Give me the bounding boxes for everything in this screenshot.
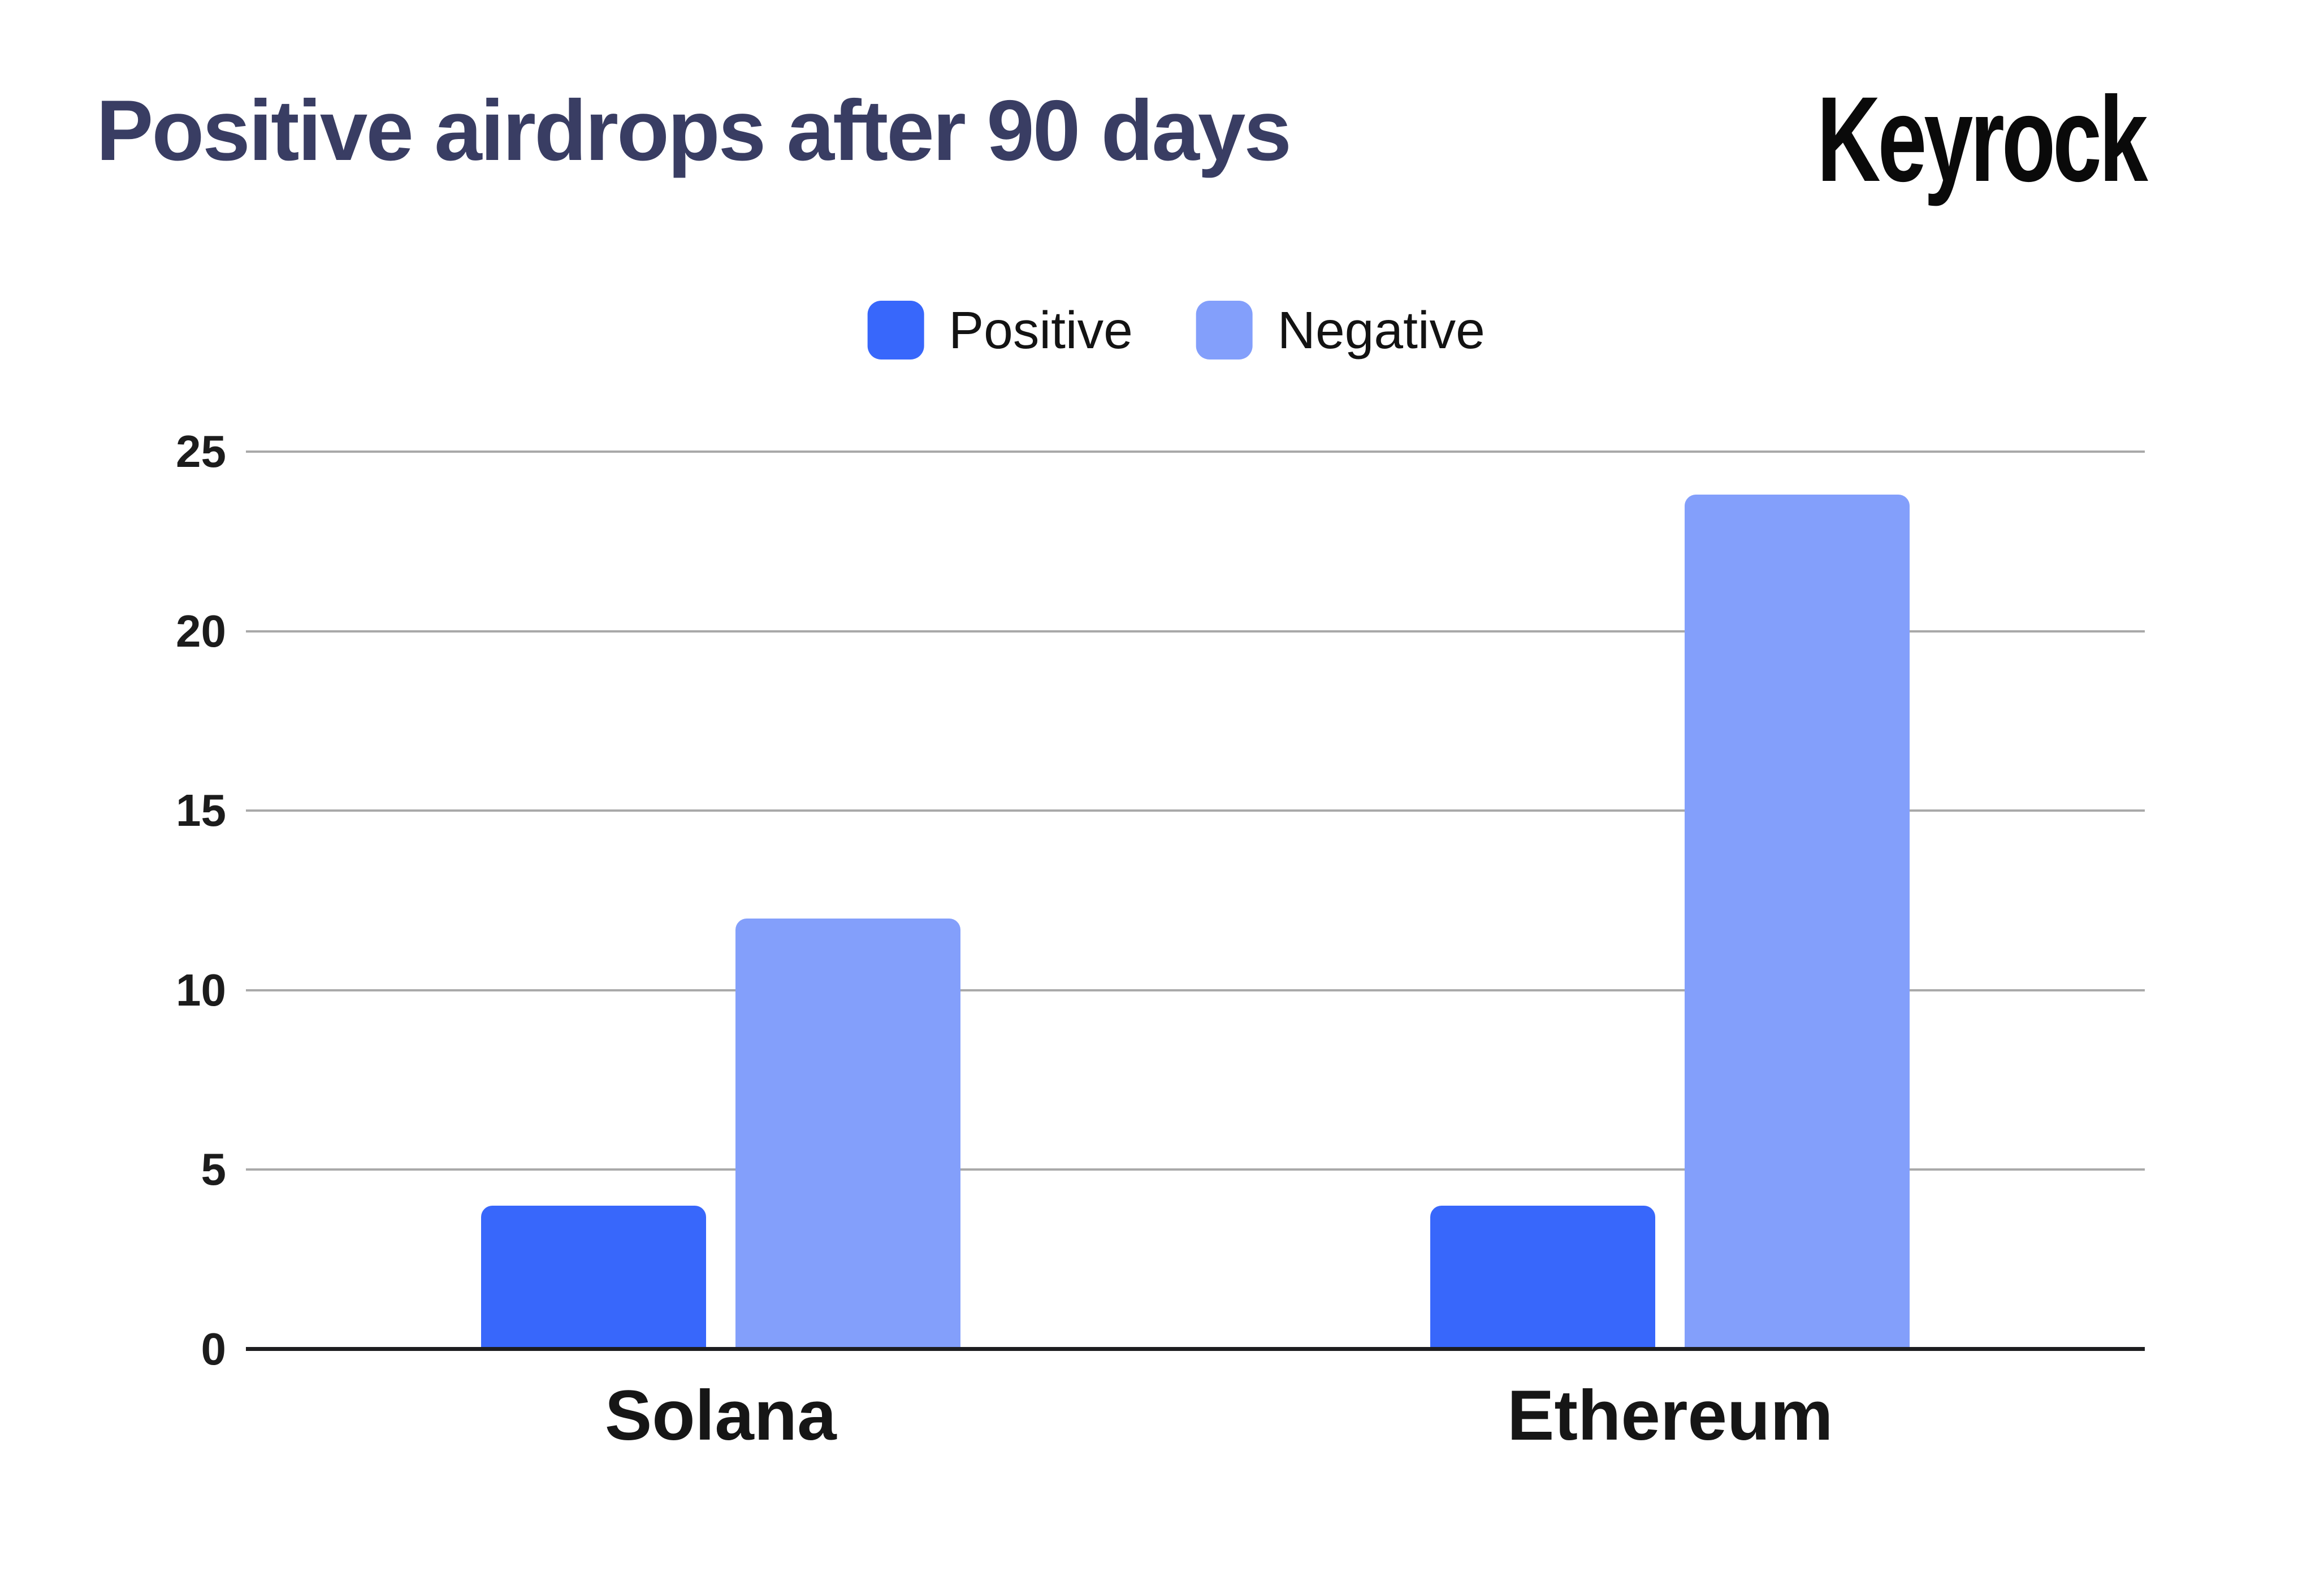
gridline-25 [246,451,2145,453]
y-tick-label-15: 15 [176,785,226,836]
x-label-ethereum: Ethereum [1507,1376,1833,1455]
plot-area: Solana Ethereum [246,451,2145,1451]
keyrock-logo: Keyrock [1817,72,2148,207]
gridline-5 [246,1168,2145,1171]
legend: Positive Negative [867,301,1485,359]
legend-label-negative: Negative [1277,300,1485,359]
x-label-solana: Solana [604,1376,837,1455]
chart-title: Positive airdrops after 90 days [96,83,1292,179]
y-tick-label-10: 10 [176,964,226,1015]
legend-swatch-negative [1196,301,1253,359]
y-tick-label-0: 0 [201,1324,227,1374]
legend-item-positive: Positive [867,301,1133,359]
gridline-15 [246,809,2145,812]
x-axis-line [246,1347,2145,1351]
gridline-20 [246,630,2145,633]
gridline-10 [246,989,2145,991]
y-tick-label-20: 20 [176,605,226,656]
legend-label-positive: Positive [949,300,1133,359]
legend-item-negative: Negative [1196,301,1485,359]
bar-ethereum-positive [1430,1205,1656,1349]
y-axis-ticks: 0 5 10 15 20 25 [57,429,227,1372]
y-tick-label-25: 25 [176,426,226,477]
bar-solana-negative [735,918,960,1349]
bar-ethereum-negative [1685,495,1910,1349]
bar-solana-positive [481,1205,706,1349]
legend-swatch-positive [867,301,924,359]
y-tick-label-5: 5 [201,1144,227,1195]
